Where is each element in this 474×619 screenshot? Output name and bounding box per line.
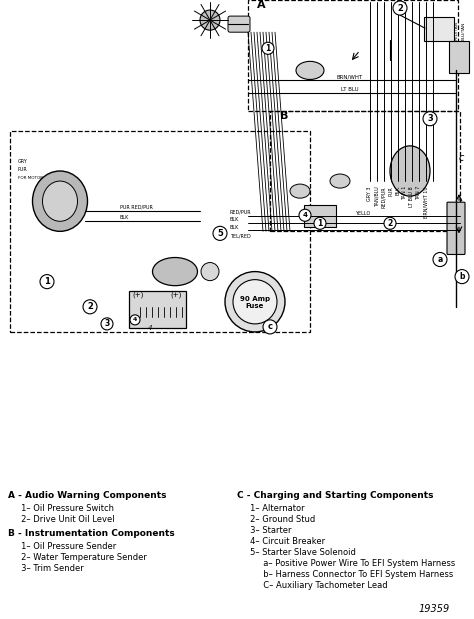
Circle shape [384,217,396,229]
Ellipse shape [43,181,78,221]
Text: 2: 2 [87,302,93,311]
Text: 3: 3 [427,114,433,123]
Text: PUR: PUR [389,186,393,196]
Circle shape [314,217,326,229]
Text: 1: 1 [265,44,271,53]
Text: PUR RED/PUR: PUR RED/PUR [120,204,153,209]
Text: 2: 2 [387,219,392,228]
FancyBboxPatch shape [424,17,454,41]
Ellipse shape [390,146,430,196]
Text: LT BLU: LT BLU [341,87,359,92]
Text: 1– Alternator: 1– Alternator [237,504,305,513]
FancyBboxPatch shape [449,41,469,74]
Circle shape [40,275,54,288]
Circle shape [83,300,97,314]
Text: C– Auxiliary Tachometer Lead: C– Auxiliary Tachometer Lead [237,581,388,590]
Text: BRN/WHT 10: BRN/WHT 10 [423,186,428,218]
Text: BLU/TAN: BLU/TAN [462,22,466,40]
Text: BRN/WHT: BRN/WHT [337,74,363,79]
Text: 4: 4 [148,325,153,331]
Ellipse shape [201,262,219,280]
Text: 2– Water Temperature Sender: 2– Water Temperature Sender [8,553,147,562]
FancyBboxPatch shape [304,205,336,227]
Text: FOR MOTOR: FOR MOTOR [18,176,43,180]
Text: TEL/RED: TEL/RED [230,233,251,238]
Text: 5– Starter Slave Solenoid: 5– Starter Slave Solenoid [237,548,356,557]
Text: TAN 7: TAN 7 [417,186,421,201]
Text: 19359: 19359 [419,604,450,614]
Text: GRY 3: GRY 3 [367,186,373,201]
Text: a: a [438,255,443,264]
Circle shape [233,280,277,324]
Text: TAN/BLU: TAN/BLU [374,186,380,207]
Text: 1– Oil Pressure Sender: 1– Oil Pressure Sender [8,542,116,551]
FancyBboxPatch shape [447,202,465,254]
Ellipse shape [330,174,350,188]
Text: 3: 3 [104,319,109,329]
Text: TAN 1: TAN 1 [402,186,408,201]
Text: BLK: BLK [230,217,239,222]
Text: b: b [459,272,465,281]
Text: B - Instrumentation Components: B - Instrumentation Components [8,529,175,538]
Text: LT BLU 8: LT BLU 8 [410,186,414,207]
Text: b– Harness Connector To EFI System Harness: b– Harness Connector To EFI System Harne… [237,570,453,579]
Text: BLK: BLK [395,186,401,196]
Text: BLK: BLK [230,225,239,230]
FancyBboxPatch shape [129,291,186,328]
Circle shape [433,253,447,267]
Text: RED/PUR: RED/PUR [230,209,252,214]
Circle shape [299,209,311,222]
Text: 1– Oil Pressure Switch: 1– Oil Pressure Switch [8,504,114,513]
Text: Fuse: Fuse [246,303,264,309]
Circle shape [200,10,220,30]
Text: 3– Trim Sender: 3– Trim Sender [8,564,84,573]
Circle shape [263,320,277,334]
Text: c: c [267,322,273,331]
Bar [270,111,460,232]
Text: A: A [257,0,265,10]
Text: RED/PUR: RED/PUR [382,186,386,208]
Text: (+): (+) [132,292,143,298]
Text: YELLO: YELLO [355,210,370,216]
Text: (+): (+) [170,292,182,298]
Circle shape [423,111,437,126]
Bar [248,0,458,111]
Circle shape [213,227,227,240]
Text: c: c [459,153,465,163]
Text: BLK: BLK [120,215,129,220]
Text: 90 Amp: 90 Amp [240,296,270,301]
FancyBboxPatch shape [228,16,250,32]
Bar [10,131,310,332]
Text: 1: 1 [44,277,50,286]
Text: 2– Drive Unit Oil Level: 2– Drive Unit Oil Level [8,515,115,524]
Ellipse shape [296,61,324,79]
Text: 4: 4 [133,318,137,322]
Text: 2: 2 [397,4,403,12]
Text: 3– Starter: 3– Starter [237,526,292,535]
Text: 4: 4 [302,212,308,219]
Text: PUR: PUR [18,167,28,172]
Circle shape [130,315,140,325]
Text: RED/TAN: RED/TAN [455,21,459,40]
Text: 5: 5 [217,229,223,238]
Circle shape [225,272,285,332]
Text: B: B [280,111,288,121]
Circle shape [262,42,274,54]
Circle shape [393,1,407,15]
Text: 1: 1 [318,219,323,228]
Circle shape [101,318,113,330]
Ellipse shape [33,171,88,232]
Text: 2– Ground Stud: 2– Ground Stud [237,515,315,524]
Text: a– Positive Power Wire To EFI System Harness: a– Positive Power Wire To EFI System Har… [237,559,455,568]
Text: C - Charging and Starting Components: C - Charging and Starting Components [237,491,434,500]
Ellipse shape [290,184,310,198]
Text: GRY: GRY [18,159,28,164]
Text: A - Audio Warning Components: A - Audio Warning Components [8,491,166,500]
Ellipse shape [153,258,198,285]
Circle shape [455,269,469,284]
Text: 4– Circuit Breaker: 4– Circuit Breaker [237,537,325,546]
